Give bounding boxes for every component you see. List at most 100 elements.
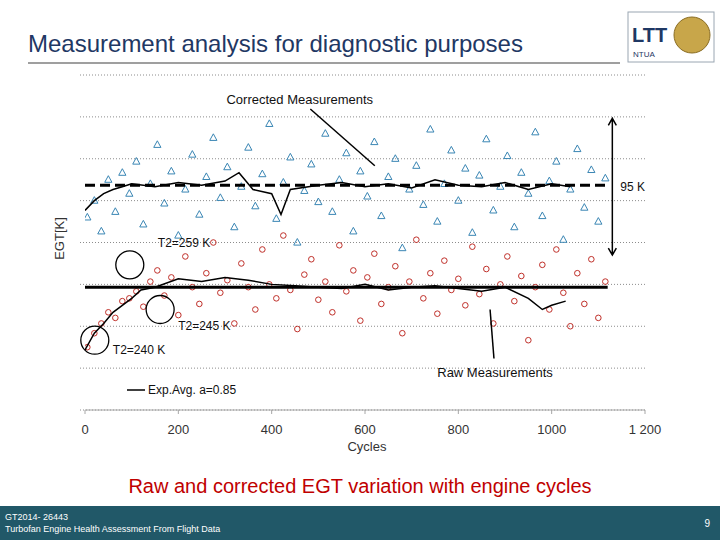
triangle-point bbox=[378, 212, 385, 219]
circle-point bbox=[470, 244, 476, 250]
circle-point bbox=[505, 254, 511, 260]
circle-point bbox=[456, 276, 462, 282]
circle-point bbox=[372, 251, 378, 257]
triangle-point bbox=[133, 158, 140, 165]
x-axis-title: Cycles bbox=[347, 439, 387, 454]
circle-point bbox=[414, 237, 420, 243]
circle-point bbox=[596, 315, 602, 321]
circle-point bbox=[407, 279, 413, 285]
footer-text: Turbofan Engine Health Assessment From F… bbox=[5, 524, 220, 534]
circle-point bbox=[239, 261, 245, 267]
x-tick-label: 200 bbox=[167, 422, 189, 437]
legend-label: Exp.Avg. a=0.85 bbox=[148, 383, 237, 397]
circle-point bbox=[589, 256, 595, 262]
circle-point bbox=[113, 315, 119, 321]
triangle-point bbox=[434, 218, 441, 225]
t2-label: T2=245 K bbox=[178, 319, 230, 333]
triangle-point bbox=[504, 152, 511, 159]
circle-point bbox=[484, 266, 490, 272]
circle-point bbox=[148, 279, 154, 285]
circle-point bbox=[309, 256, 315, 262]
y-axis-title: EGT[K] bbox=[52, 217, 67, 260]
triangle-point bbox=[518, 169, 525, 176]
x-tick-label: 0 bbox=[81, 422, 88, 437]
triangle-point bbox=[392, 155, 399, 162]
triangle-point bbox=[273, 215, 280, 222]
footer-bar bbox=[0, 506, 720, 540]
triangle-point bbox=[574, 145, 581, 152]
x-tick-label: 400 bbox=[261, 422, 283, 437]
circle-point bbox=[176, 312, 182, 318]
y-grid-line bbox=[80, 326, 645, 327]
circle-point bbox=[526, 337, 532, 343]
circle-point bbox=[435, 311, 441, 317]
triangle-point bbox=[336, 176, 343, 183]
circle-point bbox=[232, 321, 238, 327]
circle-point bbox=[428, 270, 434, 276]
circle-point bbox=[582, 301, 588, 307]
callout-arrow bbox=[310, 109, 374, 166]
triangle-point bbox=[455, 197, 462, 204]
t2-circle bbox=[116, 251, 144, 279]
plot-marks bbox=[85, 120, 609, 350]
triangle-point bbox=[308, 160, 315, 167]
triangle-point bbox=[287, 153, 294, 160]
circle-point bbox=[540, 262, 546, 268]
circle-point bbox=[561, 290, 567, 296]
triangle-point bbox=[546, 177, 553, 184]
triangle-point bbox=[462, 165, 469, 172]
x-tick-label: 600 bbox=[354, 422, 376, 437]
triangle-point bbox=[532, 128, 539, 135]
triangle-point bbox=[315, 198, 322, 205]
circle-point bbox=[260, 247, 266, 253]
t2-label: T2=240 K bbox=[113, 343, 165, 357]
circle-point bbox=[554, 247, 560, 253]
x-tick bbox=[178, 410, 179, 414]
title-underline bbox=[28, 62, 620, 64]
range-arrow bbox=[608, 118, 616, 255]
triangle-point bbox=[105, 176, 112, 183]
x-tick bbox=[645, 410, 646, 414]
triangle-point bbox=[350, 227, 357, 234]
logo-text: LTT bbox=[632, 24, 667, 46]
triangle-point bbox=[112, 208, 119, 215]
circle-point bbox=[603, 279, 609, 285]
triangle-point bbox=[420, 201, 427, 208]
caption: Raw and corrected EGT variation with eng… bbox=[128, 475, 591, 497]
t2-circle bbox=[81, 326, 109, 354]
circle-point bbox=[421, 296, 427, 302]
logo-subtext: NTUA bbox=[633, 50, 655, 59]
triangle-point bbox=[168, 167, 175, 174]
circle-point bbox=[512, 298, 518, 304]
circle-point bbox=[218, 290, 224, 296]
triangle-point bbox=[294, 239, 301, 246]
triangle-point bbox=[525, 190, 532, 197]
x-tick-label: 800 bbox=[447, 422, 469, 437]
triangle-point bbox=[413, 162, 420, 169]
triangle-point bbox=[210, 134, 217, 141]
grid bbox=[80, 75, 645, 410]
circle-point bbox=[365, 275, 371, 281]
triangle-point bbox=[476, 172, 483, 179]
triangle-point bbox=[126, 190, 133, 197]
circle-point bbox=[575, 270, 581, 276]
circle-point bbox=[358, 318, 364, 324]
triangle-point bbox=[259, 170, 266, 177]
circle-point bbox=[155, 268, 161, 274]
logo-emblem bbox=[674, 17, 710, 53]
circle-point bbox=[197, 301, 203, 307]
circle-point bbox=[337, 242, 343, 248]
y-grid-line bbox=[80, 368, 645, 369]
triangle-point bbox=[560, 236, 567, 243]
circle-point bbox=[477, 291, 483, 297]
x-tick-label: 1 200 bbox=[629, 422, 662, 437]
y-grid-line bbox=[80, 75, 645, 76]
circle-point bbox=[204, 270, 210, 276]
page: {"header": {"title": "Measurement analys… bbox=[0, 0, 720, 540]
triangle-point bbox=[252, 202, 259, 209]
page-number: 9 bbox=[704, 518, 710, 529]
triangle-point bbox=[329, 208, 336, 215]
x-tick bbox=[85, 410, 86, 414]
triangle-point bbox=[140, 220, 147, 227]
t2-label: T2=259 K bbox=[158, 236, 210, 250]
